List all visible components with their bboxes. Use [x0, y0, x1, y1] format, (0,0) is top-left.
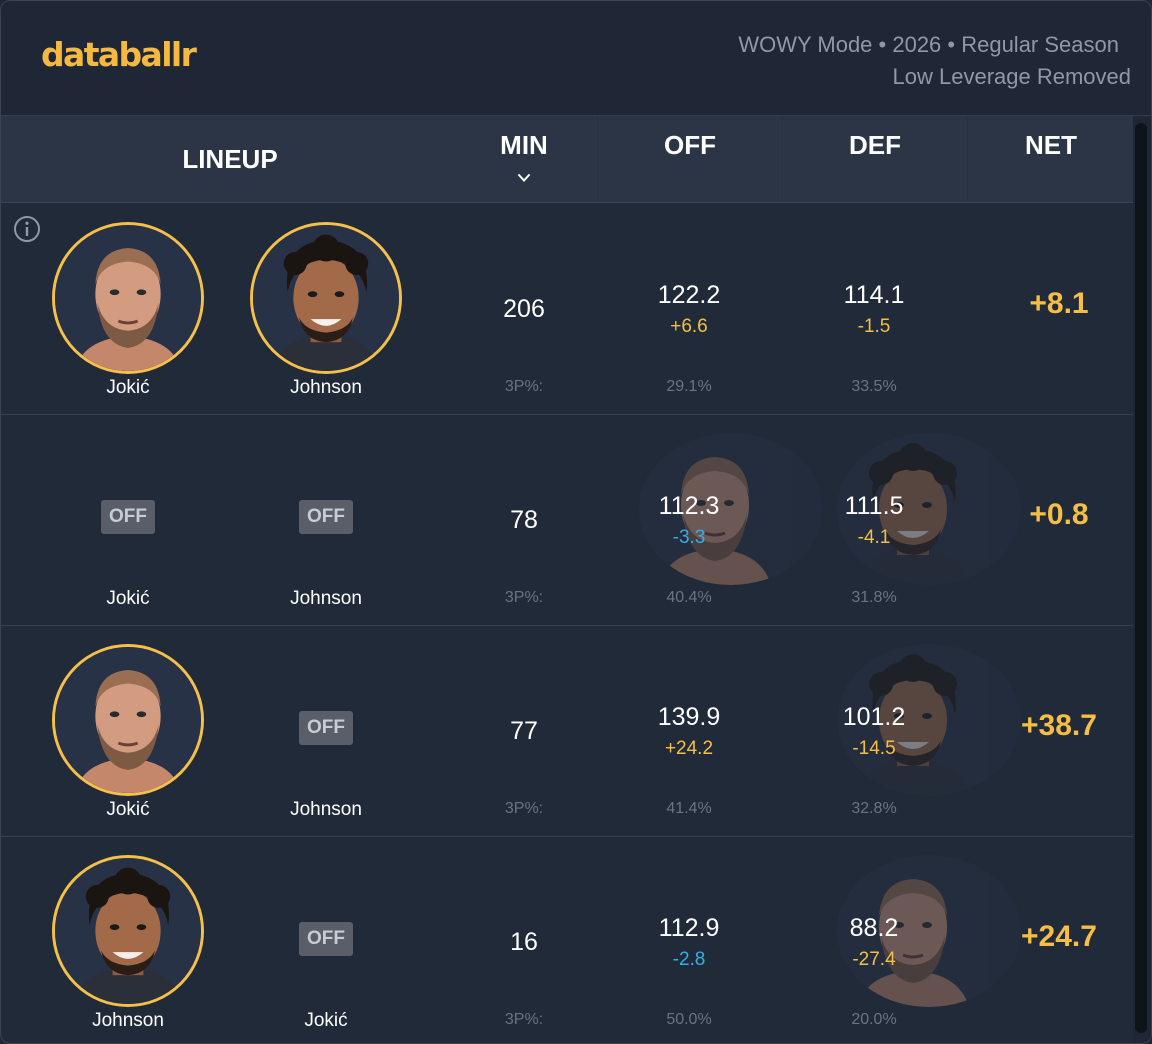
defensive-rating-cell: 111.5 -4.1 [782, 414, 966, 625]
minutes-value: 77 [510, 717, 538, 745]
player-card-johnson[interactable]: Johnson [241, 217, 411, 402]
player-avatar-johnson[interactable] [837, 644, 1021, 796]
column-header-def[interactable]: DEF [782, 116, 967, 202]
offensive-rating-cell: 112.9 -2.8 [597, 836, 781, 1043]
offensive-rating-diff: -2.8 [672, 949, 706, 970]
sort-chevron-down-icon[interactable] [516, 172, 532, 184]
player-name: Jokić [106, 377, 150, 398]
player-card-jokic[interactable]: Jokić [43, 639, 213, 824]
player-avatar-jokic[interactable] [52, 644, 204, 796]
table-row: Jokić OFF Johnson 77 139.9 +24.2 101.2 -… [1, 625, 1133, 837]
player-avatar-johnson[interactable] [250, 222, 402, 374]
net-rating: +0.8 [1029, 498, 1089, 531]
offensive-rating: 112.3 [658, 492, 720, 520]
mode-summary: WOWY Mode • 2026 • Regular Season Low Le… [738, 29, 1131, 93]
column-label-def: DEF [849, 130, 901, 160]
three-point-def: 31.8% [851, 589, 897, 606]
top-bar: databallr WOWY Mode • 2026 • Regular Sea… [1, 1, 1151, 116]
player-avatar-jokic[interactable] [52, 222, 204, 374]
offensive-rating-cell: 139.9 +24.2 [597, 625, 781, 836]
three-point-label: 3P%: [504, 800, 544, 817]
three-point-off: 29.1% [666, 378, 712, 395]
player-card-jokic[interactable]: OFF Jokić [43, 428, 823, 613]
player-card-johnson[interactable]: OFF Johnson [241, 639, 1021, 824]
defensive-rating-cell: 88.2 -27.4 [782, 836, 966, 1043]
column-label-min: MIN [500, 130, 548, 160]
three-point-label: 3P%: [504, 589, 544, 606]
minutes-value: 78 [510, 506, 538, 534]
player-avatar-jokic[interactable] [837, 855, 1021, 1007]
defensive-rating-diff: -27.4 [852, 949, 896, 970]
mode-season-text: WOWY Mode • 2026 • Regular Season [738, 32, 1119, 57]
defensive-rating-diff: -4.1 [857, 527, 891, 548]
three-point-off: 41.4% [666, 800, 712, 817]
scrollbar-thumb[interactable] [1135, 123, 1147, 1033]
offensive-rating-diff: -3.3 [672, 527, 706, 548]
defensive-rating-diff: -14.5 [852, 738, 896, 759]
off-badge: OFF [299, 500, 353, 534]
offensive-rating: 122.2 [657, 281, 721, 309]
column-header-min[interactable]: MIN [461, 116, 587, 202]
defensive-rating: 88.2 [849, 914, 899, 942]
off-badge: OFF [299, 922, 353, 956]
offensive-rating: 139.9 [657, 703, 721, 731]
player-card-johnson[interactable]: Johnson [43, 850, 213, 1035]
column-header-net[interactable]: NET [967, 116, 1134, 202]
column-label-off: OFF [664, 130, 716, 160]
player-name: Jokić [106, 588, 150, 609]
leverage-filter-text: Low Leverage Removed [892, 64, 1131, 89]
net-rating: +8.1 [1029, 287, 1089, 320]
column-label-lineup: LINEUP [182, 144, 278, 174]
three-point-def: 32.8% [851, 800, 897, 817]
offensive-rating-diff: +6.6 [670, 316, 708, 337]
defensive-rating-diff: -1.5 [857, 316, 891, 337]
player-card-jokic[interactable]: Jokić [43, 217, 213, 402]
player-avatar-johnson[interactable] [52, 855, 204, 1007]
three-point-off: 40.4% [666, 589, 712, 606]
net-rating: +24.7 [1021, 920, 1097, 953]
offensive-rating-cell: 112.3 -3.3 [597, 414, 781, 625]
column-header-lineup: LINEUP [1, 116, 459, 202]
player-name: Jokić [106, 799, 150, 820]
three-point-off: 50.0% [666, 1011, 712, 1028]
off-badge: OFF [101, 500, 155, 534]
player-name: Johnson [92, 1010, 164, 1031]
column-header-off[interactable]: OFF [597, 116, 782, 202]
off-badge: OFF [299, 711, 353, 745]
player-name: Johnson [290, 799, 362, 820]
player-card-johnson[interactable]: OFF Johnson [241, 428, 1021, 613]
table-header: LINEUP MIN OFF DEF NET [1, 116, 1133, 203]
net-rating: +38.7 [1021, 709, 1097, 742]
defensive-rating-cell: 114.1 -1.5 [782, 203, 966, 414]
databallr-logo[interactable]: databallr [41, 35, 197, 74]
offensive-rating-cell: 122.2 +6.6 [597, 203, 781, 414]
three-point-def: 33.5% [851, 378, 897, 395]
offensive-rating-diff: +24.2 [664, 738, 714, 759]
player-card-jokic[interactable]: OFF Jokić [241, 850, 1021, 1035]
three-point-label: 3P%: [504, 378, 544, 395]
table-row: Johnson OFF Jokić 16 112.9 -2.8 88.2 -27… [1, 836, 1133, 1043]
table-row: Jokić Johnson 206 122.2 +6.6 114.1 -1.5 … [1, 203, 1133, 415]
info-icon[interactable] [13, 215, 41, 243]
column-label-net: NET [1025, 130, 1077, 160]
defensive-rating: 111.5 [844, 492, 904, 520]
offensive-rating: 112.9 [658, 914, 720, 942]
three-point-def: 20.0% [851, 1011, 897, 1028]
minutes-value: 206 [503, 295, 545, 323]
player-name: Jokić [304, 1010, 348, 1031]
minutes-value: 16 [510, 928, 538, 956]
defensive-rating: 101.2 [842, 703, 906, 731]
defensive-rating-cell: 101.2 -14.5 [782, 625, 966, 836]
table-row: OFF Jokić OFF Johnson 78 112.3 -3.3 111.… [1, 414, 1133, 626]
player-avatar-jokic[interactable] [639, 433, 823, 585]
player-name: Johnson [290, 377, 362, 398]
three-point-label: 3P%: [504, 1011, 544, 1028]
defensive-rating: 114.1 [843, 281, 905, 309]
player-avatar-johnson[interactable] [837, 433, 1021, 585]
player-name: Johnson [290, 588, 362, 609]
